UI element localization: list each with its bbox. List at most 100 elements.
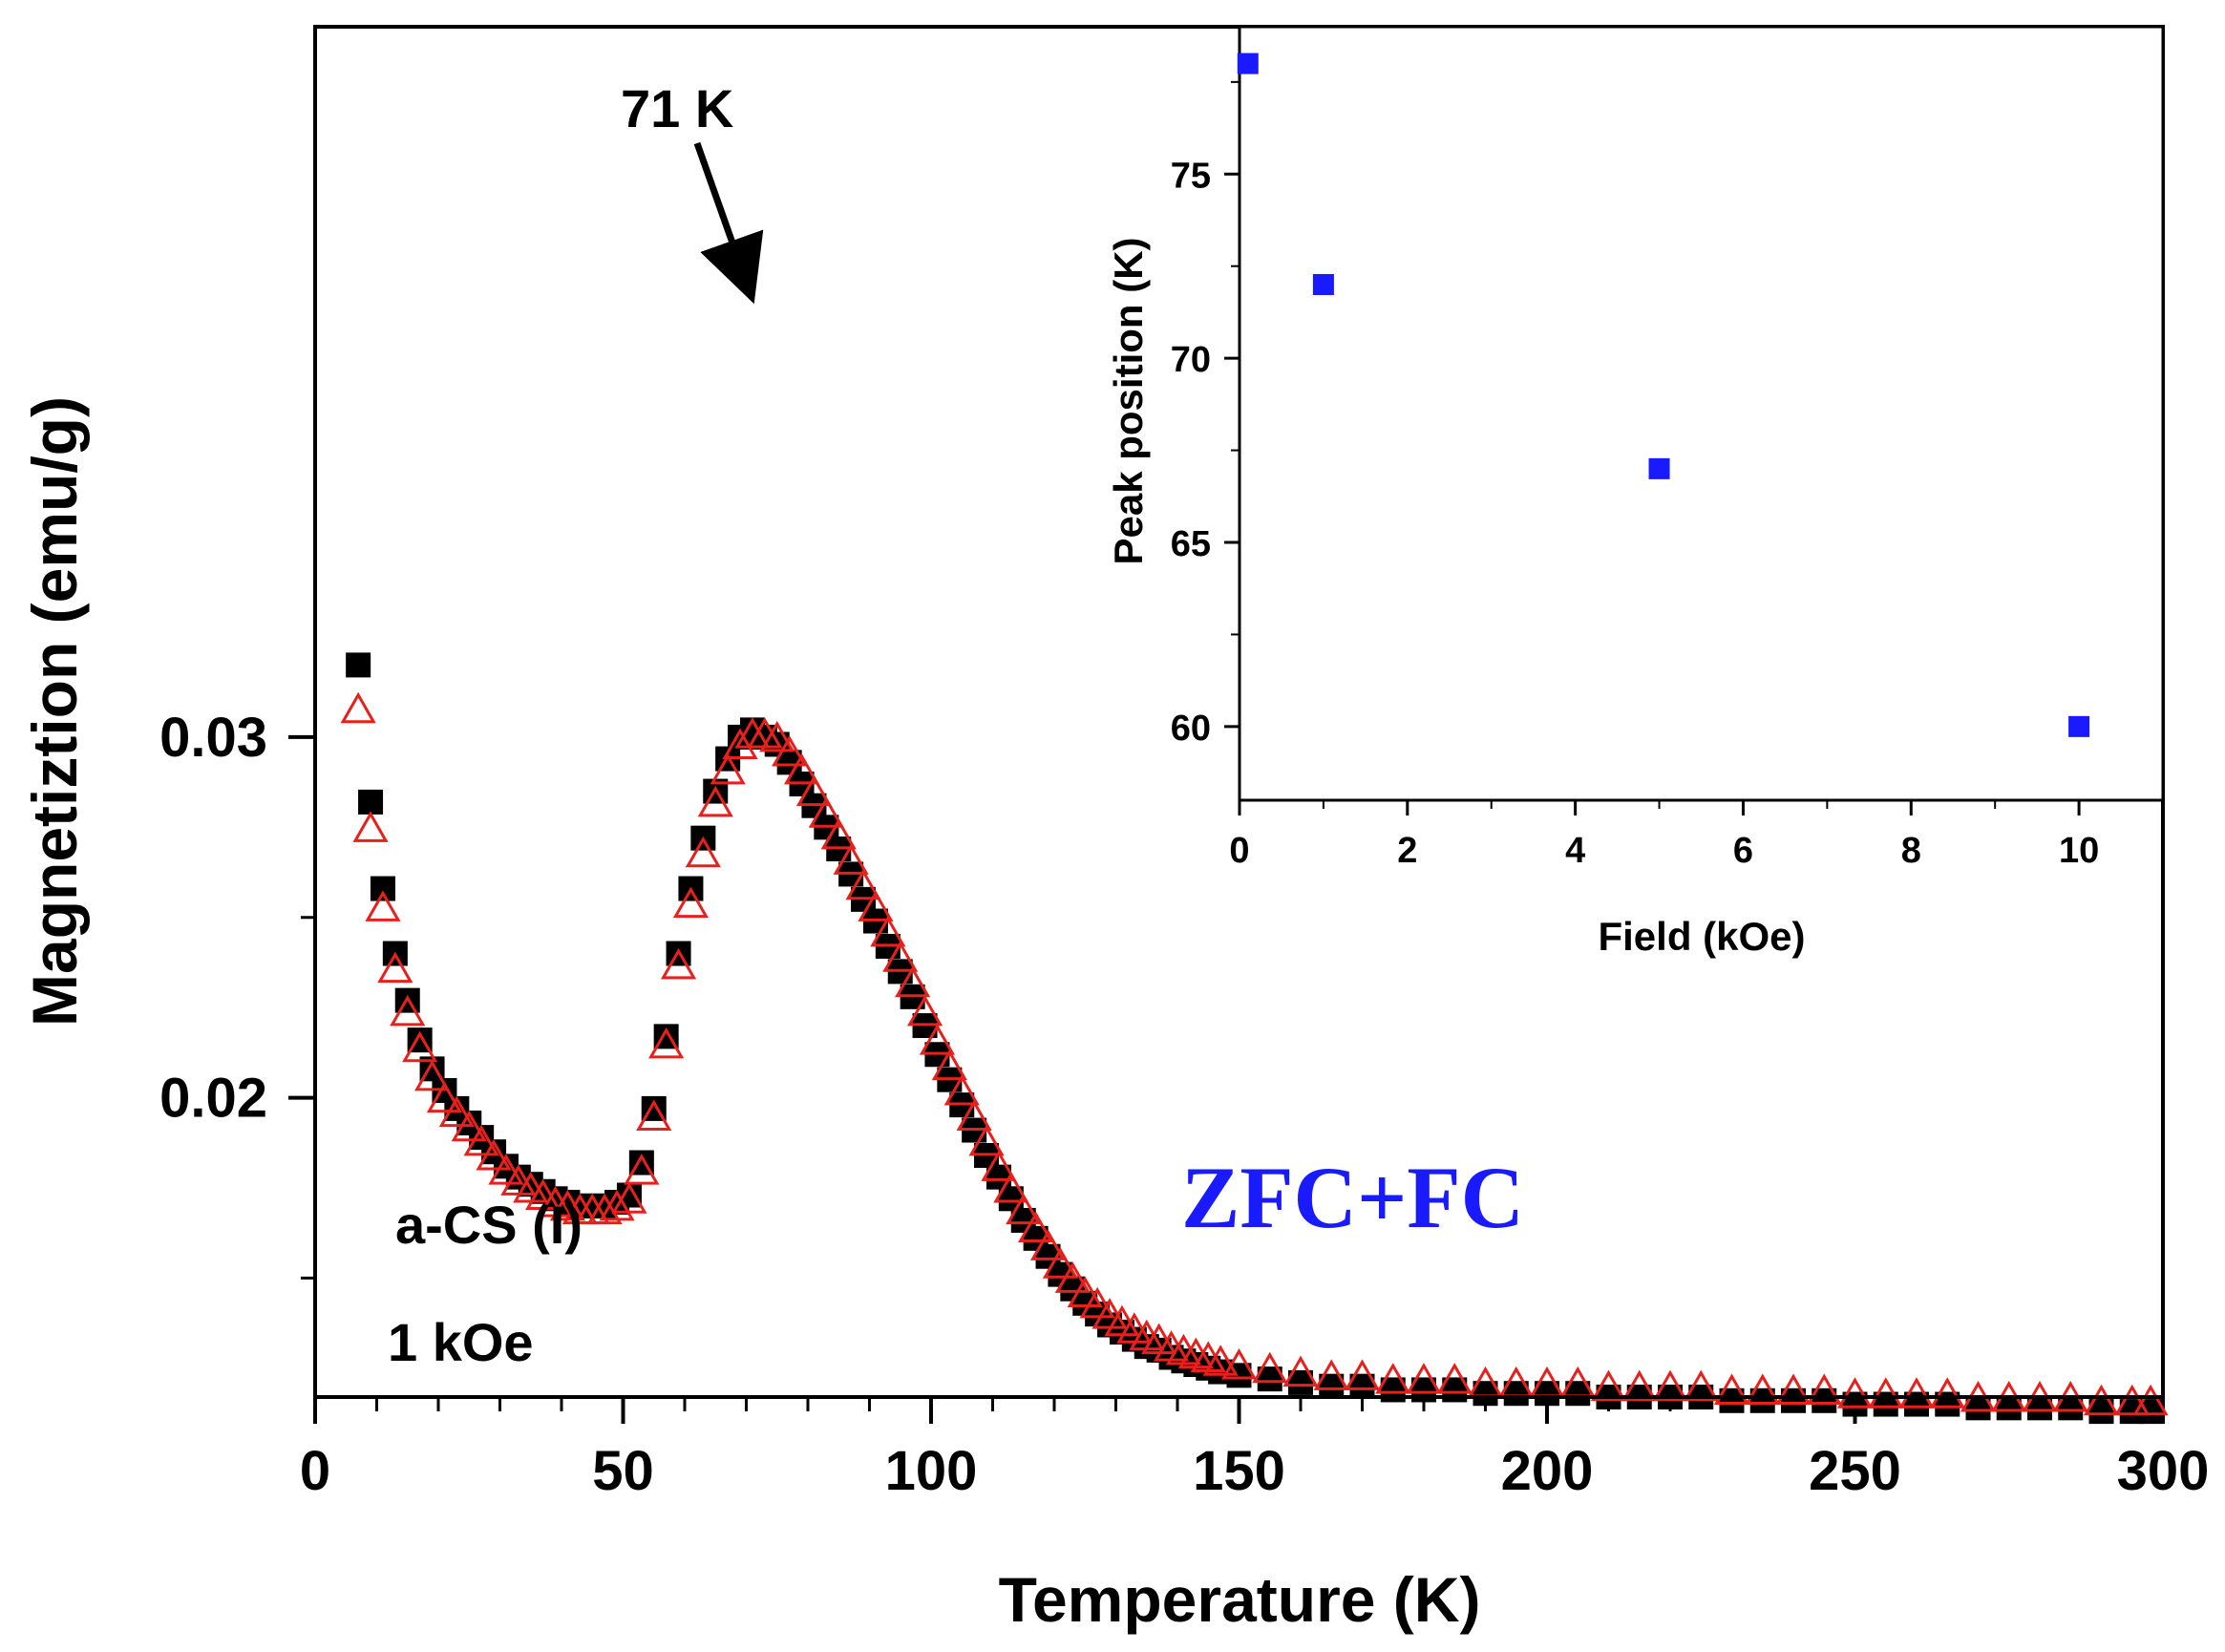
- fc-point: [463, 1124, 499, 1156]
- legend-label: ZFC+FC: [1181, 1149, 1524, 1246]
- fc-point: [476, 1138, 512, 1171]
- fc-point: [685, 836, 721, 868]
- fc-point: [931, 1048, 967, 1081]
- inset-x-tick-label: 8: [1901, 831, 1921, 871]
- inset-series: [1237, 53, 2090, 737]
- fc-point: [1806, 1373, 1842, 1405]
- fc-series: [340, 691, 2169, 1416]
- inset-point: [1312, 274, 1334, 295]
- fc-point: [1252, 1351, 1288, 1384]
- fc-point: [895, 965, 931, 998]
- inset-point: [1237, 53, 1259, 74]
- fc-point: [1220, 1347, 1258, 1380]
- fc-point: [599, 1189, 635, 1221]
- fc-point: [870, 915, 906, 947]
- fc-point: [1042, 1247, 1079, 1279]
- fc-point: [1590, 1369, 1627, 1402]
- y-tick-label: 0.03: [159, 707, 267, 769]
- fc-point: [636, 1099, 672, 1131]
- fc-point: [586, 1193, 623, 1225]
- fc-point: [1029, 1229, 1067, 1260]
- fc-point: [624, 1154, 660, 1185]
- fc-point: [426, 1081, 463, 1113]
- inset-point: [2068, 715, 2090, 737]
- fc-point: [697, 785, 733, 817]
- fc-point: [648, 1027, 685, 1059]
- inset-x-tick-label: 2: [1397, 831, 1417, 871]
- fc-point: [1898, 1377, 1935, 1408]
- fc-point: [1868, 1377, 1904, 1408]
- y-tick-label: 0.02: [159, 1068, 267, 1130]
- fc-point: [795, 774, 833, 807]
- fc-point: [352, 811, 389, 842]
- zfc-point: [358, 789, 384, 815]
- fc-point: [1282, 1355, 1319, 1387]
- fc-point: [1745, 1373, 1781, 1405]
- fc-point: [377, 951, 413, 984]
- fc-point: [1344, 1359, 1381, 1390]
- inset-x-tick-label: 0: [1229, 831, 1249, 871]
- inset-x-tick-label: 6: [1733, 831, 1753, 871]
- x-axis-label: Temperature (K): [999, 1564, 1481, 1635]
- fc-point: [772, 735, 808, 767]
- x-tick-label: 200: [1501, 1440, 1594, 1502]
- fc-point: [1054, 1261, 1091, 1293]
- fc-point: [1313, 1359, 1349, 1390]
- fc-point: [1713, 1373, 1750, 1405]
- inset-axis-ticks: [1224, 80, 2164, 815]
- fc-point: [611, 1182, 647, 1214]
- fc-point: [1079, 1286, 1115, 1319]
- fc-point: [722, 728, 758, 759]
- fc-point: [808, 796, 844, 828]
- inset-point: [1648, 457, 1670, 479]
- inset-y-tick-label: 65: [1171, 524, 1211, 564]
- fc-point: [340, 691, 376, 724]
- peak-arrow: [693, 141, 764, 305]
- fc-point: [660, 947, 697, 980]
- fc-point: [783, 752, 820, 785]
- fc-point: [882, 941, 919, 972]
- field-label: 1 kOe: [388, 1312, 534, 1372]
- zfc-point: [370, 876, 395, 901]
- x-tick-label: 150: [1193, 1440, 1285, 1502]
- x-tick-label: 0: [300, 1440, 330, 1502]
- fc-point: [2132, 1384, 2169, 1416]
- inset-y-tick-label: 70: [1171, 340, 1211, 380]
- main-axis-ticks: [288, 734, 2165, 1424]
- fc-point: [956, 1099, 992, 1131]
- inset-y-tick-label: 60: [1171, 709, 1211, 749]
- inset-plot-frame: [1238, 25, 2165, 802]
- fc-point: [1018, 1211, 1054, 1243]
- peak-annotation: 71 K: [621, 78, 733, 138]
- fc-point: [1067, 1276, 1103, 1307]
- fc-point: [968, 1124, 1005, 1156]
- fc-point: [1652, 1369, 1688, 1402]
- fc-point: [1202, 1345, 1239, 1376]
- fc-point: [820, 817, 857, 850]
- fc-point: [390, 994, 426, 1027]
- fc-point: [919, 1024, 956, 1055]
- fc-point: [2083, 1384, 2120, 1416]
- x-tick-label: 300: [2117, 1440, 2210, 1502]
- inset-y-axis-label: Peak position (K): [1106, 237, 1151, 564]
- fc-point: [845, 868, 881, 900]
- fc-point: [710, 752, 746, 785]
- x-tick-label: 50: [592, 1440, 654, 1502]
- fc-point: [451, 1110, 487, 1142]
- fc-point: [833, 843, 869, 875]
- fc-point: [672, 886, 710, 919]
- fc-point: [2114, 1384, 2151, 1416]
- inset-x-axis-label: Field (kOe): [1598, 914, 1805, 959]
- fc-point: [1775, 1373, 1812, 1405]
- fc-point: [438, 1095, 475, 1128]
- fc-point: [1621, 1369, 1658, 1402]
- fc-point: [1375, 1363, 1411, 1394]
- fc-point: [993, 1171, 1029, 1203]
- inset-tick-labels: 0 2 4 6 8 10 60 65 70 75: [1171, 156, 2100, 871]
- fc-point: [981, 1150, 1017, 1181]
- fc-point: [488, 1154, 524, 1185]
- inset-x-tick-label: 4: [1565, 831, 1585, 871]
- fc-point: [365, 890, 401, 921]
- inset-y-tick-label: 75: [1171, 156, 1211, 196]
- fc-point: [402, 1030, 438, 1063]
